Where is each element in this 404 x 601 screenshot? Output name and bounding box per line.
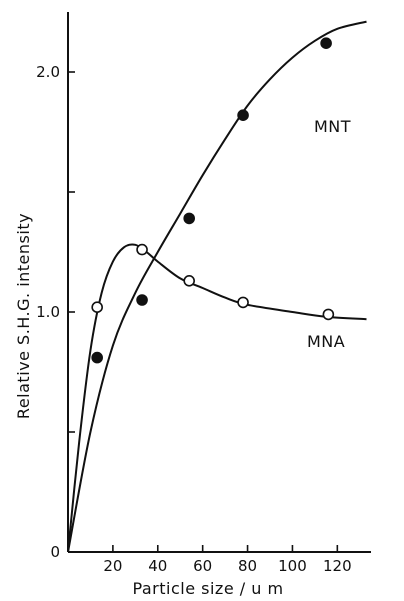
series-line-mna xyxy=(67,243,367,553)
x-tick-label-60: 60 xyxy=(193,557,212,575)
ticks-layer: 20 40 60 80 100 120 0 1.0 2.0 xyxy=(36,63,352,575)
x-tick-label-40: 40 xyxy=(148,557,167,575)
y-tick-label-1: 1.0 xyxy=(36,303,60,321)
series-line-mnt xyxy=(67,20,367,553)
data-point-mnt-1 xyxy=(91,351,103,364)
data-point-mnt-5 xyxy=(320,37,332,50)
y-tick-label-0: 0 xyxy=(50,543,60,561)
series-label-mnt: MNT xyxy=(314,117,351,136)
x-tick-label-20: 20 xyxy=(103,557,122,575)
data-point-mnt-4 xyxy=(237,109,249,121)
x-tick-label-100: 100 xyxy=(278,557,307,575)
plot-frame xyxy=(67,12,371,553)
data-point-mna-4 xyxy=(237,296,249,309)
data-point-mna-3 xyxy=(183,274,195,287)
series-label-mna: MNA xyxy=(307,332,345,351)
x-tick-label-120: 120 xyxy=(323,557,352,575)
y-axis-title: Relative S.H.G. intensity xyxy=(14,213,33,419)
curves-layer xyxy=(67,20,367,553)
data-point-mna-1 xyxy=(91,301,103,314)
y-tick-label-2: 2.0 xyxy=(36,63,60,81)
markers-layer xyxy=(91,37,335,364)
data-point-mnt-2 xyxy=(136,294,148,306)
data-point-mnt-3 xyxy=(183,212,195,225)
x-tick-label-80: 80 xyxy=(238,557,257,575)
data-point-mna-2 xyxy=(136,243,148,256)
x-axis-title: Particle size / u m xyxy=(132,579,283,598)
data-point-mna-5 xyxy=(322,308,335,321)
